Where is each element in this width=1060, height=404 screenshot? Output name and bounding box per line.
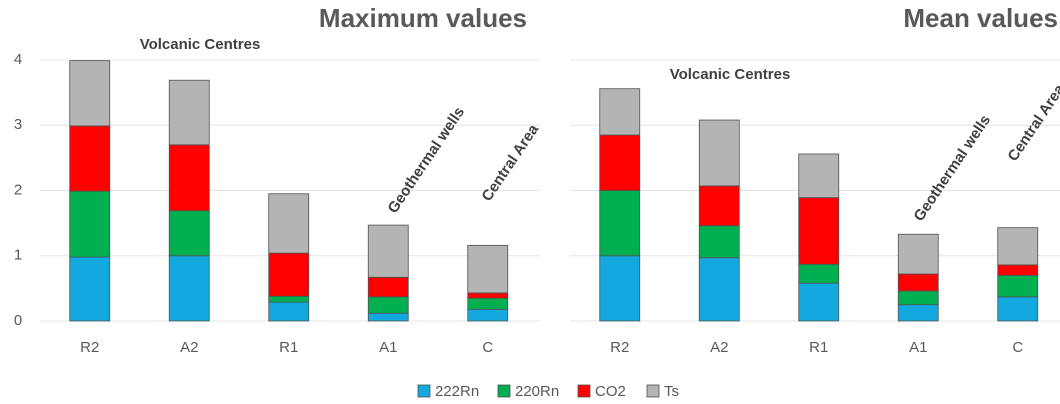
bar-segment xyxy=(69,125,111,192)
bar-segment xyxy=(599,190,641,257)
bar-segment xyxy=(698,257,740,322)
bar-segment xyxy=(367,312,409,322)
bar-segment xyxy=(268,252,310,297)
bar-segment xyxy=(467,292,509,299)
chart-title: Mean values xyxy=(903,3,1058,33)
bar-segment xyxy=(698,185,740,227)
bar-segment xyxy=(997,274,1039,298)
bar-segment xyxy=(168,79,210,146)
y-tick-label: 0 xyxy=(14,312,22,329)
annotation: Geothermal wells xyxy=(385,104,469,216)
bar-segment xyxy=(268,295,310,303)
annotation: Central Area xyxy=(1005,81,1060,165)
annotation: Volcanic Centres xyxy=(140,36,261,53)
legend-swatch xyxy=(577,384,591,398)
bar-segment xyxy=(69,190,111,258)
bar-segment xyxy=(798,282,840,322)
annotation: Geothermal wells xyxy=(911,112,995,224)
x-tick-label: C xyxy=(482,339,493,356)
x-tick-label: R2 xyxy=(610,339,629,356)
bar-segment xyxy=(367,224,409,278)
bar-segment xyxy=(168,210,210,257)
bar-segment xyxy=(698,119,740,187)
chart-title: Maximum values xyxy=(319,3,527,33)
legend-label: CO2 xyxy=(595,383,626,400)
x-tick-label: R1 xyxy=(279,339,298,356)
bar-segment xyxy=(599,134,641,191)
legend-label: 220Rn xyxy=(515,383,559,400)
bar-segment xyxy=(997,227,1039,266)
bar-segment xyxy=(69,60,111,127)
bar-segment xyxy=(897,273,939,292)
bar-segment xyxy=(168,144,210,212)
x-tick-label: A1 xyxy=(909,339,927,356)
bar-segment xyxy=(467,297,509,310)
bar-segment xyxy=(897,233,939,275)
bar-segment xyxy=(599,255,641,322)
bar-segment xyxy=(367,276,409,298)
bar-segment xyxy=(798,263,840,284)
bar-segment xyxy=(997,264,1039,276)
bar-segment xyxy=(467,308,509,322)
legend-label: 222Rn xyxy=(435,383,479,400)
bar-segment xyxy=(897,290,939,306)
bar-segment xyxy=(897,304,939,322)
bar-segment xyxy=(599,88,641,136)
legend-label: Ts xyxy=(664,383,679,400)
annotation: Central Area xyxy=(479,121,543,205)
bar-segment xyxy=(268,301,310,322)
y-tick-label: 3 xyxy=(14,116,22,133)
bar-segment xyxy=(168,255,210,322)
bar-segment xyxy=(698,225,740,259)
bar-segment xyxy=(268,193,310,254)
x-tick-label: C xyxy=(1012,339,1023,356)
bar-segment xyxy=(69,256,111,322)
legend-swatch xyxy=(646,384,660,398)
bar-segment xyxy=(798,197,840,265)
x-tick-label: A1 xyxy=(379,339,397,356)
y-tick-label: 1 xyxy=(14,247,22,264)
x-tick-label: A2 xyxy=(180,339,198,356)
bar-segment xyxy=(467,244,509,294)
annotation: Volcanic Centres xyxy=(670,66,791,83)
bar-segment xyxy=(997,296,1039,322)
bar-segment xyxy=(798,153,840,199)
y-tick-label: 4 xyxy=(14,51,22,68)
y-tick-label: 2 xyxy=(14,181,22,198)
x-tick-label: R1 xyxy=(809,339,828,356)
legend-swatch xyxy=(417,384,431,398)
x-tick-label: R2 xyxy=(80,339,99,356)
x-tick-label: A2 xyxy=(710,339,728,356)
bar-segment xyxy=(367,296,409,314)
legend-swatch xyxy=(497,384,511,398)
